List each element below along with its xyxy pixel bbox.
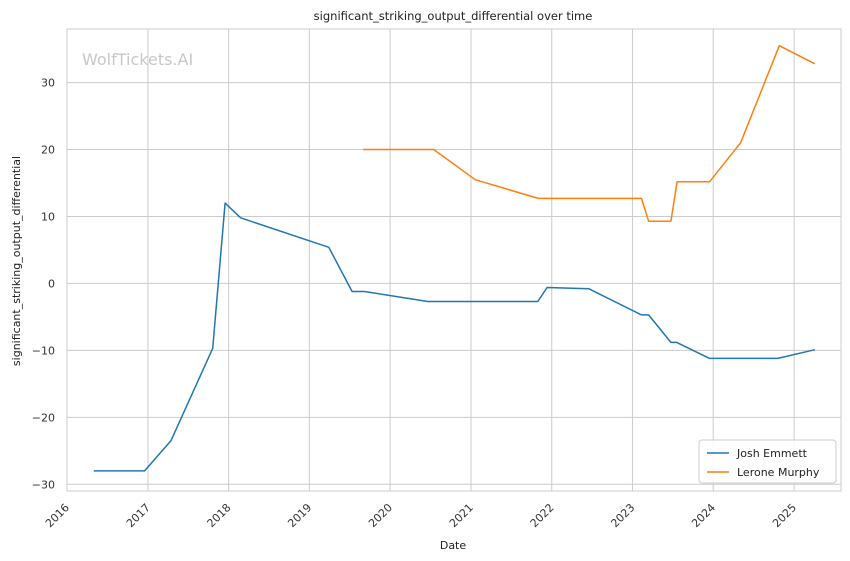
series-layer xyxy=(93,44,816,472)
y-tick-label: 0 xyxy=(48,277,55,290)
series-line-lerone-murphy xyxy=(363,44,816,222)
legend-label: Lerone Murphy xyxy=(737,466,820,479)
x-tick-label: 2018 xyxy=(205,501,234,530)
x-tick-label: 2023 xyxy=(608,501,637,530)
chart-title: significant_striking_output_differential… xyxy=(314,9,593,23)
x-tick-label: 2020 xyxy=(366,501,395,530)
y-tick-label: 30 xyxy=(41,77,55,90)
x-tick-label: 2022 xyxy=(528,501,557,530)
x-tick-label: 2016 xyxy=(43,501,72,530)
x-axis-title: Date xyxy=(440,539,467,552)
x-tick-label: 2019 xyxy=(285,501,314,530)
legend: Josh Emmett Lerone Murphy xyxy=(698,439,837,484)
y-tick-label: −30 xyxy=(32,478,55,491)
y-tick-label: −20 xyxy=(32,411,55,424)
legend-label: Josh Emmett xyxy=(736,447,808,460)
legend-box xyxy=(698,439,837,484)
y-axis-title: significant_striking_output_differential xyxy=(10,156,23,366)
x-axis-ticks: 2016 2017 2018 2019 2020 2021 2022 2023 2024 2025 xyxy=(43,501,799,530)
y-tick-label: 10 xyxy=(41,210,55,223)
y-tick-label: −10 xyxy=(32,344,55,357)
y-tick-label: 20 xyxy=(41,144,55,157)
x-tick-label: 2024 xyxy=(689,501,718,530)
x-tick-label: 2021 xyxy=(447,501,476,530)
y-axis-ticks: −30 −20 −10 0 10 20 30 xyxy=(32,77,55,492)
plot-area xyxy=(66,28,842,492)
x-tick-label: 2017 xyxy=(124,501,153,530)
watermark-text: WolfTickets.AI xyxy=(82,50,193,69)
series-line-josh-emmett xyxy=(93,202,816,472)
grid-lines xyxy=(66,29,841,491)
x-tick-label: 2025 xyxy=(770,501,799,530)
